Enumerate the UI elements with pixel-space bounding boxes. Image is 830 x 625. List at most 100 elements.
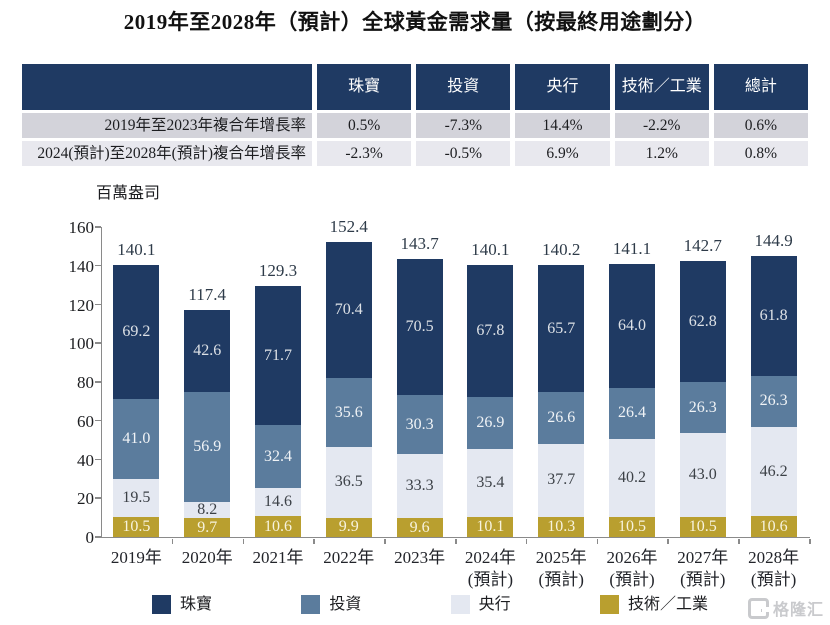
- y-axis-tick: [95, 381, 101, 383]
- bar-segment-investment: 26.3: [750, 375, 797, 427]
- legend-item-investment: 投資: [301, 595, 361, 614]
- gelonghui-logo-icon: [747, 597, 769, 619]
- bar-segment-central-bank: 35.4: [467, 448, 514, 518]
- bar-2021年: 71.7 32.4 14.6 10.6: [255, 286, 301, 537]
- x-axis-category-label: 2023年: [394, 548, 446, 567]
- x-axis-category-label: 2027年 (預計): [677, 548, 729, 590]
- bar-segment-investment: 30.3: [396, 395, 443, 454]
- bar-segment-technology-industry: 10.5: [113, 516, 160, 537]
- x-axis-tick: [525, 538, 528, 544]
- y-axis-tick: [95, 303, 101, 305]
- y-axis-tick-label: 0: [85, 528, 95, 547]
- bar-segment-technology-industry: 10.1: [467, 517, 514, 537]
- bar-2024年: 67.8 26.9 35.4 10.1: [467, 265, 514, 537]
- x-axis-category-label: 2020年: [181, 548, 233, 567]
- legend-label: 技術／工業: [627, 595, 708, 613]
- x-axis-category-label: 2022年: [323, 548, 375, 567]
- table-header-jewelry: 珠寶: [317, 64, 412, 110]
- y-axis-tick-label: 140: [68, 256, 95, 276]
- bar-segment-jewelry: 42.6: [184, 309, 231, 393]
- table-header-technology-industry: 技術／工業: [614, 64, 709, 110]
- legend-label: 央行: [478, 595, 511, 613]
- bar-segment-investment: 35.6: [325, 378, 372, 448]
- x-axis-tick: [738, 538, 740, 544]
- table-header-total: 總計: [713, 64, 809, 110]
- y-axis-tick: [95, 497, 101, 499]
- bar-total-label: 129.3: [258, 261, 298, 281]
- bar-segment-technology-industry: 9.7: [184, 518, 231, 537]
- bar-segment-jewelry: 70.4: [325, 241, 372, 379]
- y-axis-tick-label: 80: [77, 373, 94, 392]
- bar-segment-jewelry: 62.8: [679, 260, 726, 383]
- bar-segment-investment: 26.4: [609, 387, 655, 439]
- x-axis-tick: [596, 538, 599, 544]
- x-axis-tick: [313, 538, 315, 544]
- x-axis-category-label: 2025年 (預計): [535, 548, 587, 590]
- bar-2027年: 62.8 26.3 43.0 10.5: [679, 260, 726, 537]
- table-header-investment: 投資: [416, 64, 511, 110]
- table-row: 2019年至2023年複合年增長率 0.5% -7.3% 14.4% -2.2%…: [22, 113, 809, 138]
- x-axis-tick: [384, 538, 386, 544]
- y-axis-tick: [95, 342, 101, 344]
- bar-segment-jewelry: 67.8: [467, 265, 514, 397]
- row-label: 2024(預計)至2028年(預計)複合年增長率: [22, 141, 312, 166]
- bar-segment-jewelry: 69.2: [113, 265, 160, 400]
- bar-segment-central-bank: 14.6: [255, 488, 301, 517]
- gelonghui-watermark: 格隆汇: [747, 596, 824, 620]
- bar-total-label: 140.1: [117, 240, 156, 260]
- bar-2019年: 69.2 41.0 19.5 10.5: [113, 265, 160, 537]
- bar-segment-jewelry: 65.7: [538, 265, 585, 393]
- cell-value: -2.3%: [317, 141, 412, 166]
- bar-2028年: 61.8 26.3 46.2 10.6: [750, 256, 797, 537]
- legend-swatch-jewelry: [152, 595, 171, 614]
- bar-total-label: 152.4: [329, 216, 368, 236]
- cell-value: 0.5%: [317, 113, 412, 138]
- bar-2022年: 70.4 35.6 36.5 9.9: [325, 241, 372, 537]
- bar-2023年: 70.5 30.3 33.3 9.6: [396, 258, 443, 537]
- cell-value: 0.8%: [713, 141, 809, 166]
- bar-segment-technology-industry: 9.6: [396, 518, 443, 537]
- legend-item-central-bank: 央行: [450, 595, 511, 614]
- x-axis-category-label: 2026年 (預計): [606, 548, 658, 590]
- bar-2026年: 64.0 26.4 40.2 10.5: [609, 263, 655, 537]
- cell-value: 1.2%: [614, 141, 709, 166]
- legend-swatch-technology-industry: [599, 595, 619, 614]
- bar-total-label: 140.2: [542, 240, 581, 260]
- table-header-row: 珠寶 投資 央行 技術／工業 總計: [22, 64, 809, 110]
- cell-value: 0.6%: [713, 113, 809, 138]
- bar-segment-central-bank: 46.2: [750, 426, 797, 517]
- bar-2025年: 65.7 26.6 37.7 10.3: [538, 265, 585, 537]
- table-header-central-bank: 央行: [515, 64, 610, 110]
- bar-total-label: 144.9: [754, 231, 793, 251]
- bar-segment-investment: 32.4: [255, 425, 301, 489]
- bar-total-label: 142.7: [683, 235, 722, 255]
- bar-segment-central-bank: 37.7: [538, 443, 585, 517]
- cell-value: 6.9%: [515, 141, 610, 166]
- bar-segment-technology-industry: 10.6: [750, 516, 797, 537]
- bar-segment-technology-industry: 10.3: [538, 517, 585, 537]
- chart-title: 2019年至2028年（預計）全球黃金需求量（按最終用途劃分）: [123, 10, 707, 34]
- bar-segment-central-bank: 33.3: [396, 453, 443, 519]
- y-axis-tick-label: 60: [77, 411, 94, 431]
- plot-area: [101, 227, 810, 538]
- bar-total-label: 143.7: [400, 233, 439, 253]
- y-axis-tick: [95, 536, 101, 538]
- row-label: 2019年至2023年複合年增長率: [22, 113, 312, 138]
- bar-segment-investment: 41.0: [113, 399, 160, 479]
- cell-value: -0.5%: [416, 141, 511, 166]
- table-row: 2024(預計)至2028年(預計)複合年增長率 -2.3% -0.5% 6.9…: [22, 141, 809, 166]
- bar-segment-investment: 26.6: [538, 392, 585, 444]
- y-axis-tick-label: 120: [68, 295, 95, 315]
- chart-legend: 珠寶 投資 央行 技術／工業: [152, 595, 708, 614]
- x-axis-category-label: 2024年 (預計): [464, 548, 516, 590]
- cell-value: -2.2%: [614, 113, 709, 138]
- bar-total-label: 141.1: [612, 238, 652, 258]
- x-axis-category-label: 2028年 (預計): [748, 548, 800, 590]
- bar-segment-jewelry: 70.5: [396, 258, 443, 396]
- x-axis-tick: [242, 538, 245, 544]
- y-axis-tick: [95, 264, 101, 267]
- x-axis-tick: [809, 538, 811, 544]
- bar-segment-jewelry: 71.7: [255, 286, 301, 426]
- y-axis-tick-label: 100: [68, 334, 95, 354]
